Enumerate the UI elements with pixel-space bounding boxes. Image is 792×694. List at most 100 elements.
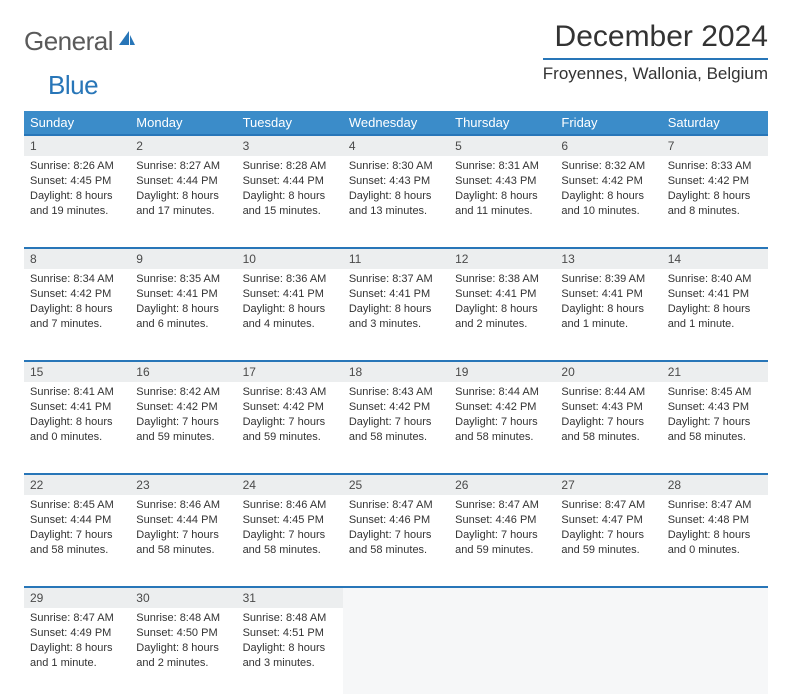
daylight-text-line1: Daylight: 7 hours: [349, 415, 443, 430]
daylight-text-line2: and 58 minutes.: [561, 430, 655, 445]
day-cell: Sunrise: 8:44 AMSunset: 4:42 PMDaylight:…: [449, 382, 555, 468]
day-number: 28: [662, 474, 768, 495]
day-number: 20: [555, 361, 661, 382]
day-cell: Sunrise: 8:32 AMSunset: 4:42 PMDaylight:…: [555, 156, 661, 242]
day-cell: Sunrise: 8:43 AMSunset: 4:42 PMDaylight:…: [343, 382, 449, 468]
daylight-text-line1: Daylight: 7 hours: [561, 415, 655, 430]
sunset-text: Sunset: 4:42 PM: [243, 400, 337, 415]
day-number: 23: [130, 474, 236, 495]
sunset-text: Sunset: 4:45 PM: [30, 174, 124, 189]
sunset-text: Sunset: 4:44 PM: [136, 174, 230, 189]
day-number: 24: [237, 474, 343, 495]
logo-word2: Blue: [48, 70, 98, 101]
day-cell: Sunrise: 8:44 AMSunset: 4:43 PMDaylight:…: [555, 382, 661, 468]
sunset-text: Sunset: 4:44 PM: [30, 513, 124, 528]
sunrise-text: Sunrise: 8:31 AM: [455, 159, 549, 174]
sunset-text: Sunset: 4:44 PM: [136, 513, 230, 528]
day-number: 5: [449, 135, 555, 156]
daylight-text-line2: and 15 minutes.: [243, 204, 337, 219]
sunrise-text: Sunrise: 8:34 AM: [30, 272, 124, 287]
daylight-text-line1: Daylight: 7 hours: [455, 528, 549, 543]
sunrise-text: Sunrise: 8:43 AM: [243, 385, 337, 400]
daylight-text-line1: Daylight: 8 hours: [561, 189, 655, 204]
logo-sail-icon: [117, 29, 137, 54]
sunrise-text: Sunrise: 8:47 AM: [30, 611, 124, 626]
daylight-text-line2: and 8 minutes.: [668, 204, 762, 219]
day-number: [343, 587, 449, 608]
sunset-text: Sunset: 4:48 PM: [668, 513, 762, 528]
day-cell: Sunrise: 8:42 AMSunset: 4:42 PMDaylight:…: [130, 382, 236, 468]
sunset-text: Sunset: 4:42 PM: [136, 400, 230, 415]
day-cell: [449, 608, 555, 694]
sunrise-text: Sunrise: 8:35 AM: [136, 272, 230, 287]
day-cell: Sunrise: 8:36 AMSunset: 4:41 PMDaylight:…: [237, 269, 343, 355]
daylight-text-line1: Daylight: 7 hours: [136, 528, 230, 543]
daylight-text-line2: and 11 minutes.: [455, 204, 549, 219]
daynum-row: 22232425262728: [24, 474, 768, 495]
daylight-text-line1: Daylight: 7 hours: [136, 415, 230, 430]
daynum-row: 891011121314: [24, 248, 768, 269]
daylight-text-line2: and 13 minutes.: [349, 204, 443, 219]
day-cell: Sunrise: 8:47 AMSunset: 4:48 PMDaylight:…: [662, 495, 768, 581]
daylight-text-line1: Daylight: 8 hours: [243, 302, 337, 317]
daylight-text-line1: Daylight: 8 hours: [243, 641, 337, 656]
daylight-text-line1: Daylight: 8 hours: [561, 302, 655, 317]
sunset-text: Sunset: 4:41 PM: [455, 287, 549, 302]
sunset-text: Sunset: 4:42 PM: [455, 400, 549, 415]
daylight-text-line2: and 17 minutes.: [136, 204, 230, 219]
sunrise-text: Sunrise: 8:42 AM: [136, 385, 230, 400]
sunrise-text: Sunrise: 8:33 AM: [668, 159, 762, 174]
daylight-text-line2: and 10 minutes.: [561, 204, 655, 219]
weekday-header-row: Sunday Monday Tuesday Wednesday Thursday…: [24, 111, 768, 135]
day-number: 22: [24, 474, 130, 495]
daynum-row: 1234567: [24, 135, 768, 156]
day-number: 26: [449, 474, 555, 495]
day-body-row: Sunrise: 8:45 AMSunset: 4:44 PMDaylight:…: [24, 495, 768, 581]
sunrise-text: Sunrise: 8:41 AM: [30, 385, 124, 400]
sunset-text: Sunset: 4:43 PM: [561, 400, 655, 415]
sunset-text: Sunset: 4:50 PM: [136, 626, 230, 641]
day-number: 9: [130, 248, 236, 269]
day-cell: Sunrise: 8:48 AMSunset: 4:50 PMDaylight:…: [130, 608, 236, 694]
day-cell: Sunrise: 8:37 AMSunset: 4:41 PMDaylight:…: [343, 269, 449, 355]
day-cell: Sunrise: 8:28 AMSunset: 4:44 PMDaylight:…: [237, 156, 343, 242]
daylight-text-line2: and 58 minutes.: [455, 430, 549, 445]
daylight-text-line2: and 1 minute.: [561, 317, 655, 332]
day-number: 19: [449, 361, 555, 382]
day-number: 17: [237, 361, 343, 382]
day-cell: Sunrise: 8:46 AMSunset: 4:44 PMDaylight:…: [130, 495, 236, 581]
daylight-text-line2: and 3 minutes.: [349, 317, 443, 332]
sunrise-text: Sunrise: 8:46 AM: [243, 498, 337, 513]
daylight-text-line1: Daylight: 8 hours: [668, 528, 762, 543]
day-cell: Sunrise: 8:48 AMSunset: 4:51 PMDaylight:…: [237, 608, 343, 694]
sunset-text: Sunset: 4:41 PM: [349, 287, 443, 302]
day-cell: Sunrise: 8:34 AMSunset: 4:42 PMDaylight:…: [24, 269, 130, 355]
sunrise-text: Sunrise: 8:45 AM: [30, 498, 124, 513]
daylight-text-line1: Daylight: 8 hours: [30, 641, 124, 656]
day-cell: Sunrise: 8:27 AMSunset: 4:44 PMDaylight:…: [130, 156, 236, 242]
sunrise-text: Sunrise: 8:28 AM: [243, 159, 337, 174]
day-cell: Sunrise: 8:33 AMSunset: 4:42 PMDaylight:…: [662, 156, 768, 242]
daylight-text-line1: Daylight: 8 hours: [455, 189, 549, 204]
daylight-text-line1: Daylight: 8 hours: [136, 302, 230, 317]
sunset-text: Sunset: 4:41 PM: [30, 400, 124, 415]
daylight-text-line2: and 59 minutes.: [561, 543, 655, 558]
daynum-row: 293031: [24, 587, 768, 608]
sunrise-text: Sunrise: 8:48 AM: [243, 611, 337, 626]
daylight-text-line1: Daylight: 8 hours: [455, 302, 549, 317]
day-cell: [343, 608, 449, 694]
daylight-text-line2: and 7 minutes.: [30, 317, 124, 332]
daynum-row: 15161718192021: [24, 361, 768, 382]
day-body-row: Sunrise: 8:34 AMSunset: 4:42 PMDaylight:…: [24, 269, 768, 355]
weekday-header: Tuesday: [237, 111, 343, 135]
sunset-text: Sunset: 4:43 PM: [455, 174, 549, 189]
day-number: 8: [24, 248, 130, 269]
daylight-text-line2: and 59 minutes.: [136, 430, 230, 445]
daylight-text-line2: and 3 minutes.: [243, 656, 337, 671]
daylight-text-line1: Daylight: 8 hours: [668, 189, 762, 204]
daylight-text-line1: Daylight: 7 hours: [349, 528, 443, 543]
sunset-text: Sunset: 4:46 PM: [349, 513, 443, 528]
sunset-text: Sunset: 4:46 PM: [455, 513, 549, 528]
daylight-text-line2: and 58 minutes.: [349, 543, 443, 558]
daylight-text-line1: Daylight: 7 hours: [455, 415, 549, 430]
